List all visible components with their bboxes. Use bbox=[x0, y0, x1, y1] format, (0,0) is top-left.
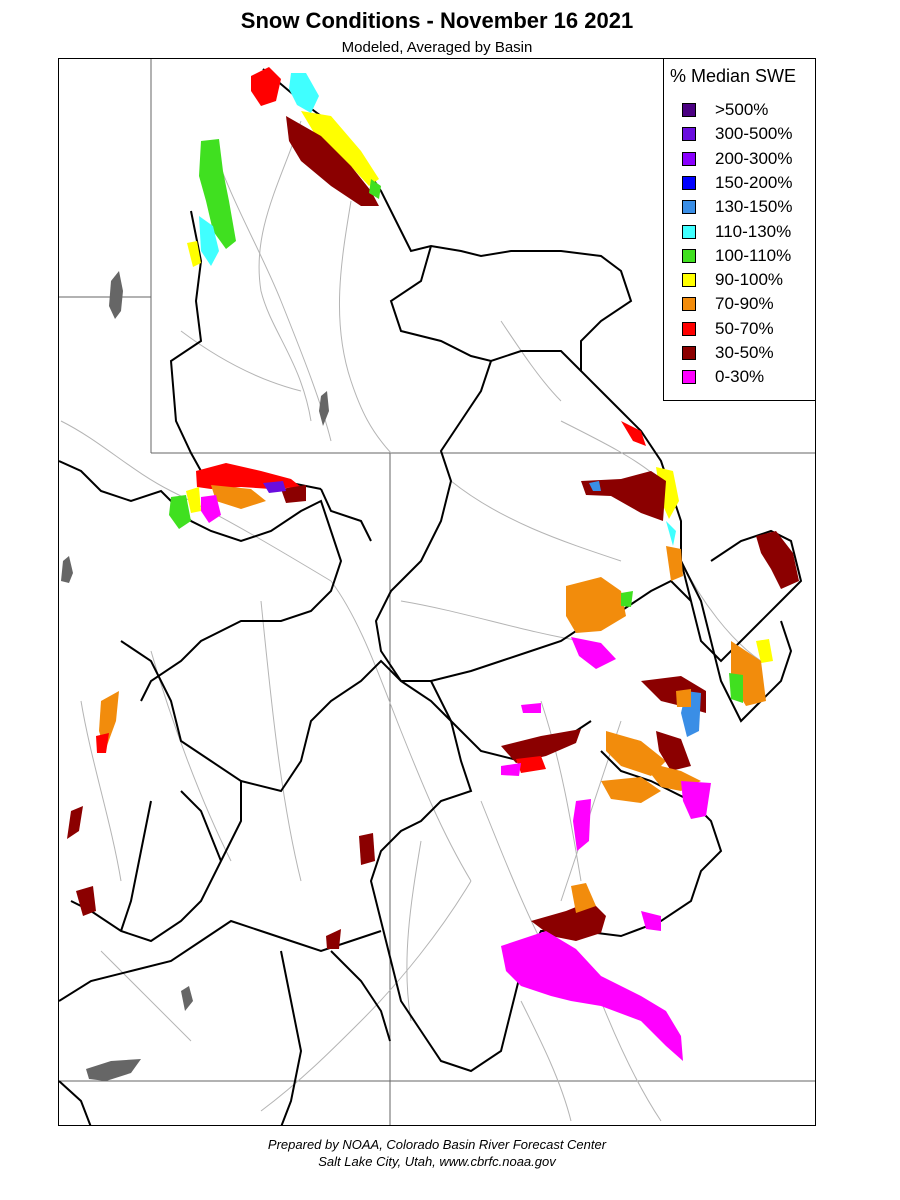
legend-item: 70-90% bbox=[682, 294, 774, 314]
legend-swatch bbox=[682, 127, 696, 142]
legend-label: 70-90% bbox=[715, 294, 774, 314]
legend-item: 0-30% bbox=[682, 367, 764, 387]
footer-credit: Prepared by NOAA, Colorado Basin River F… bbox=[267, 1137, 607, 1152]
legend-item: >500% bbox=[682, 100, 768, 120]
legend-item: 200-300% bbox=[682, 149, 793, 169]
map-title: Snow Conditions - November 16 2021 bbox=[240, 8, 634, 33]
legend-label: 90-100% bbox=[715, 270, 784, 290]
footer-address: Salt Lake City, Utah, www.cbrfc.noaa.gov bbox=[318, 1154, 556, 1169]
legend-item: 130-150% bbox=[682, 197, 793, 217]
legend-item: 100-110% bbox=[682, 246, 791, 266]
lakes bbox=[61, 271, 329, 1081]
legend-swatch bbox=[682, 273, 696, 288]
legend-swatch bbox=[682, 175, 696, 190]
rivers bbox=[60, 120, 762, 1122]
legend-item: 110-130% bbox=[682, 222, 791, 242]
legend-swatch bbox=[682, 370, 696, 385]
legend-swatch bbox=[682, 321, 696, 336]
legend-label: >500% bbox=[715, 100, 769, 119]
legend-item: 50-70% bbox=[682, 319, 774, 339]
legend-label: 130-150% bbox=[715, 197, 793, 217]
legend-label: 150-200% bbox=[715, 172, 793, 192]
legend-label: 200-300% bbox=[715, 148, 793, 168]
map-subtitle: Modeled, Averaged by Basin bbox=[341, 39, 533, 56]
state-boundaries bbox=[59, 59, 815, 1125]
legend-title: % Median SWE bbox=[670, 66, 797, 86]
legend-swatch bbox=[682, 200, 696, 215]
legend-swatch bbox=[682, 248, 696, 263]
legend-label: 50-70% bbox=[715, 318, 774, 338]
map-canvas bbox=[59, 59, 815, 1125]
legend-item: 30-50% bbox=[682, 343, 774, 363]
legend-swatch bbox=[682, 151, 696, 166]
legend-label: 100-110% bbox=[715, 245, 792, 265]
legend-item: 90-100% bbox=[682, 270, 783, 290]
legend-swatch bbox=[682, 103, 696, 117]
legend-swatch bbox=[682, 346, 696, 360]
legend-item: 150-200% bbox=[682, 173, 793, 193]
basin-boundaries bbox=[59, 68, 803, 1125]
legend-item: 300-500% bbox=[682, 124, 793, 144]
snow-patches bbox=[67, 67, 799, 1061]
legend: % Median SWE >500% 300-500% 200-300% 150-20… bbox=[663, 58, 816, 401]
legend-label: 30-50% bbox=[715, 343, 774, 362]
legend-swatch bbox=[682, 297, 696, 312]
legend-swatch bbox=[682, 224, 696, 239]
legend-label: 300-500% bbox=[715, 124, 793, 144]
legend-label: 110-130% bbox=[715, 221, 792, 241]
legend-label: 0-30% bbox=[715, 367, 765, 387]
